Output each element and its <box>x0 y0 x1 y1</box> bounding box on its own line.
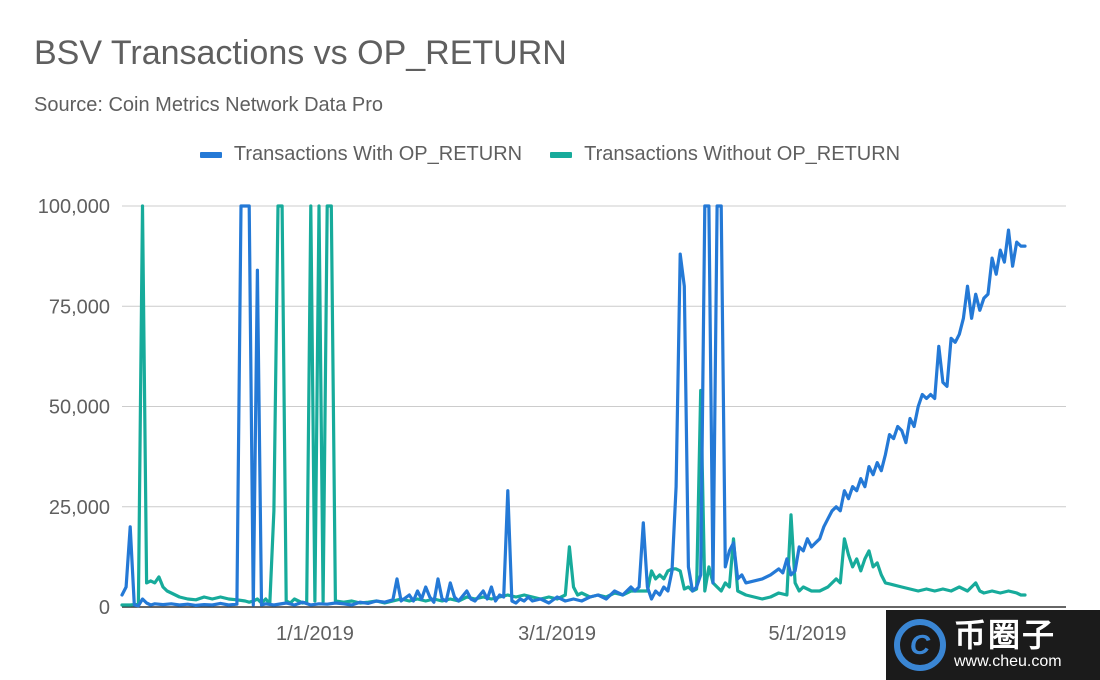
legend-swatch-with-op-return <box>199 151 222 158</box>
y-tick-label-0: 0 <box>99 597 110 619</box>
y-tick-label-1: 25,000 <box>49 497 110 519</box>
legend-item-without-op-return[interactable]: Transactions Without OP_RETURN <box>550 143 900 166</box>
legend-item-with-op-return[interactable]: Transactions With OP_RETURN <box>199 143 523 166</box>
y-tick-label-2: 50,000 <box>49 397 110 419</box>
x-tick-label-2: 5/1/2019 <box>768 623 846 645</box>
series-line-with-op-return <box>120 204 1027 608</box>
series-line-without-op-return <box>120 204 1027 607</box>
watermark-cn-text: 币圈子 <box>954 617 1057 653</box>
watermark-logo-glyph: C <box>909 629 931 660</box>
chart-title: BSV Transactions vs OP_RETURN <box>34 34 567 72</box>
chart-subtitle: Source: Coin Metrics Network Data Pro <box>34 94 384 116</box>
legend-swatch-without-op-return <box>550 151 573 158</box>
watermark-url: www.cheu.com <box>954 653 1062 670</box>
x-tick-label-1: 3/1/2019 <box>518 623 596 645</box>
legend-label-without-op-return: Transactions Without OP_RETURN <box>584 143 901 165</box>
legend-label-with-op-return: Transactions With OP_RETURN <box>233 143 523 165</box>
chart-legend: Transactions With OP_RETURN Transactions… <box>0 143 1100 166</box>
y-tick-label-4: 100,000 <box>38 196 110 218</box>
watermark-logo-icon: C <box>894 619 946 671</box>
y-tick-label-3: 75,000 <box>49 296 110 318</box>
watermark-text: 币圈子 www.cheu.com <box>954 618 1062 672</box>
x-tick-label-0: 1/1/2019 <box>276 623 354 645</box>
watermark: C 币圈子 www.cheu.com <box>886 610 1100 680</box>
